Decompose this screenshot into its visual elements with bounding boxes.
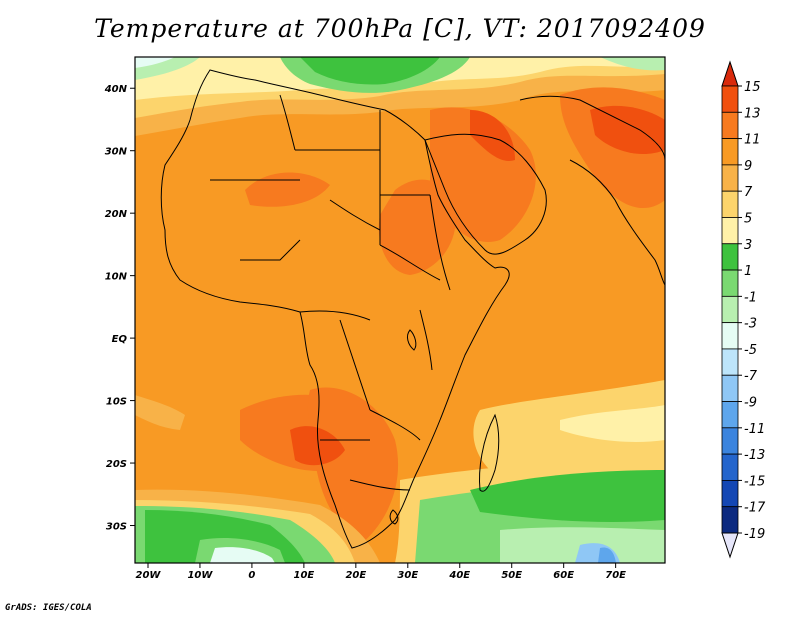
colorbar-segment (721, 217, 739, 245)
colorbar-label: 9 (744, 159, 752, 174)
colorbar-segment (721, 138, 739, 166)
colorbar-label: -17 (744, 501, 766, 516)
lon-tick-label: 20W (136, 570, 162, 581)
colorbar-segment (721, 506, 739, 534)
lon-tick-label: 50E (501, 570, 522, 581)
plot-frame (134, 56, 666, 564)
colorbar-top-arrow (721, 60, 739, 87)
lon-tick-label: 60E (553, 570, 574, 581)
colorbar-segment (721, 190, 739, 218)
lat-tick-label: 10N (105, 272, 128, 283)
colorbar-segment (721, 111, 739, 139)
lon-tick-label: 70E (605, 570, 626, 581)
colorbar-label: -19 (744, 527, 765, 542)
colorbar-bottom-arrow (721, 532, 739, 559)
colorbar-segment (721, 243, 739, 271)
colorbar-segment (721, 453, 739, 481)
colorbar-segment (721, 480, 739, 508)
colorbar-segment (721, 295, 739, 324)
map-title: Temperature at 700hPa [C], VT: 201709240… (94, 14, 706, 43)
lon-tick-label: 0 (248, 570, 255, 581)
colorbar-segment (721, 322, 739, 350)
lon-tick-label: 10W (187, 570, 213, 581)
grads-credit: GrADS: IGES/COLA (5, 603, 92, 613)
temperature-field (135, 57, 665, 563)
coastlines (160, 69, 665, 549)
lon-tick-label: 10E (293, 570, 314, 581)
colorbar-label: 1 (744, 264, 752, 279)
colorbar-label: -13 (744, 448, 765, 463)
colorbar-segment (721, 374, 739, 402)
colorbar-segment (721, 164, 739, 192)
longitude-axis: 20W 10W 0 10E 20E 30E 40E 50E 60E 70E (136, 563, 626, 581)
lat-tick-label: 30S (106, 522, 127, 533)
colorbar-segment (721, 348, 739, 376)
colorbar-label: -9 (744, 396, 757, 411)
colorbar-segment (721, 85, 739, 113)
lon-tick-label: 40E (448, 570, 470, 581)
colorbar-label: 7 (744, 185, 753, 200)
colorbar-segment (721, 269, 739, 297)
lat-tick-label: 20N (105, 209, 128, 220)
latitude-axis: 40N 30N 20N 10N EQ 10S 20S 30S (104, 84, 135, 533)
colorbar-label: 15 (744, 80, 761, 95)
colorbar-label: 13 (744, 106, 761, 121)
colorbar-label: -1 (744, 290, 757, 305)
colorbar-segment (721, 427, 739, 455)
lon-tick-label: 30E (397, 570, 418, 581)
lat-tick-label: 20S (106, 459, 127, 470)
lat-tick-label: 30N (105, 147, 128, 158)
colorbar-segment (721, 401, 739, 429)
colorbar-label: 5 (744, 211, 752, 226)
colorbar-label: 3 (744, 238, 752, 253)
lon-tick-label: 20E (345, 570, 366, 581)
colorbar-label: -5 (744, 343, 757, 358)
colorbar-label: -11 (744, 422, 765, 437)
colorbar-label: 11 (744, 133, 761, 148)
colorbar-label: -15 (744, 474, 765, 489)
colorbar-label: -7 (744, 369, 758, 384)
colorbar: 15 13 11 9 7 5 3 1 -1 -3 -5 -7 -9 -11 -13 -15 -17 -19 (721, 60, 766, 559)
lat-tick-label: EQ (112, 334, 128, 345)
colorbar-label: -3 (744, 317, 757, 332)
lat-tick-label: 40N (104, 84, 128, 95)
lat-tick-label: 10S (106, 397, 127, 408)
